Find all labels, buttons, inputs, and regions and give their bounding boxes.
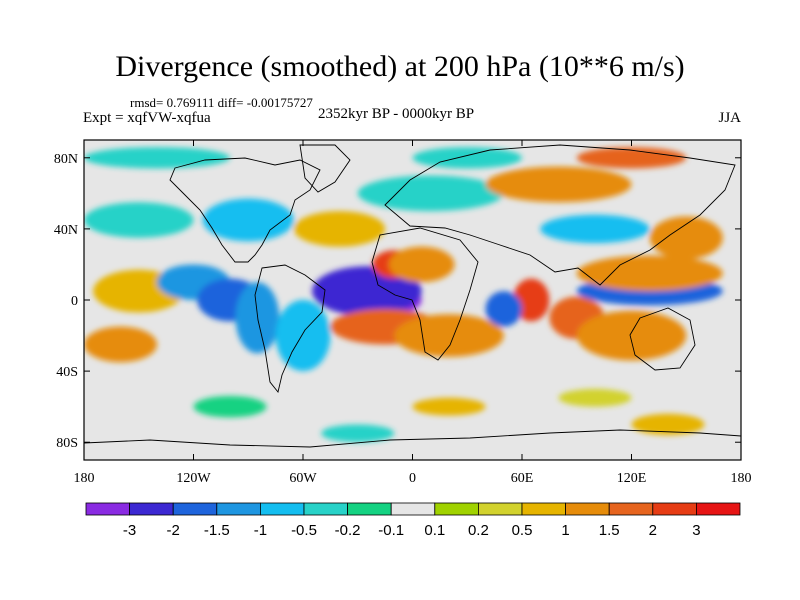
- colorbar-swatch: [347, 502, 392, 516]
- divergence-blob-11: [576, 310, 687, 361]
- x-tick-label: 120W: [176, 471, 211, 486]
- x-tick-label: 180: [731, 471, 752, 486]
- y-tick-label: 80N: [54, 152, 78, 167]
- colorbar-swatch: [565, 502, 610, 516]
- divergence-blob-18: [84, 202, 194, 238]
- divergence-blob-17: [84, 326, 157, 363]
- divergence-blob-5: [394, 314, 504, 357]
- divergence-blob-3: [388, 246, 455, 283]
- divergence-blob-28: [193, 396, 267, 418]
- divergence-blob-31: [321, 424, 395, 443]
- colorbar-label: -3: [123, 522, 136, 539]
- colorbar-label: 0.2: [468, 522, 489, 539]
- period-label: 2352kyr BP - 0000kyr BP: [318, 106, 475, 122]
- divergence-blob-27: [412, 147, 522, 169]
- colorbar-label: 0.1: [424, 522, 445, 539]
- divergence-blob-19: [202, 198, 294, 242]
- colorbar-swatch: [172, 502, 218, 516]
- colorbar-swatch: [303, 502, 348, 516]
- colorbar-label: -0.1: [378, 522, 404, 539]
- divergence-blob-22: [485, 166, 632, 203]
- colorbar-swatch: [652, 502, 697, 516]
- colorbar-swatch: [390, 502, 436, 516]
- divergence-blob-25: [576, 147, 687, 169]
- x-tick-label: 60W: [289, 471, 317, 486]
- colorbar-label: 1: [561, 522, 569, 539]
- colorbar-swatch: [434, 502, 479, 516]
- coastline-africa: [371, 227, 479, 361]
- season-label: JJA: [718, 110, 741, 126]
- colorbar-swatch: [85, 502, 130, 516]
- colorbar-label: 2: [649, 522, 657, 539]
- coastline-australia: [629, 307, 696, 371]
- colorbar-swatch: [216, 502, 261, 516]
- coastline-antarctica: [84, 429, 741, 448]
- colorbar-label: 3: [692, 522, 700, 539]
- coastline-north-america: [169, 157, 321, 263]
- y-tick-label: 40N: [54, 223, 78, 238]
- divergence-blob-6: [512, 278, 550, 322]
- colorbar-swatch: [477, 502, 523, 516]
- x-tick-label: 120E: [617, 471, 647, 486]
- divergence-blob-29: [412, 397, 486, 416]
- coastline-eurasia: [384, 144, 736, 286]
- colorbar-label: -2: [167, 522, 180, 539]
- colorbar-swatch: [521, 502, 566, 516]
- y-tick-label: 40S: [56, 365, 78, 380]
- colorbar-label: -1: [254, 522, 267, 539]
- colorbar-label: 0.5: [512, 522, 533, 539]
- map-title: Divergence (smoothed) at 200 hPa (10**6 …: [115, 50, 685, 83]
- colorbar-label: -1.5: [204, 522, 230, 539]
- x-tick-label: 0: [409, 471, 416, 486]
- divergence-blob-20: [293, 211, 386, 247]
- divergence-blob-26: [84, 147, 230, 169]
- y-axis: 80N 40N 0 40S 80S: [54, 152, 741, 451]
- x-tick-label: 60E: [511, 471, 534, 486]
- y-tick-label: 0: [71, 294, 78, 309]
- divergence-blob-32: [631, 413, 705, 436]
- y-tick-label: 80S: [56, 436, 78, 451]
- coastline-south-america: [254, 264, 326, 394]
- divergence-blob-10: [576, 255, 723, 292]
- colorbar-swatch: [259, 502, 305, 516]
- divergence-blob-1: [312, 266, 422, 316]
- x-axis: 180 120W 60W 0 60E 120E 180: [74, 140, 752, 486]
- divergence-blob-30: [558, 388, 632, 407]
- divergence-blob-7: [485, 291, 522, 327]
- divergence-blob-21: [357, 175, 504, 212]
- coastline-greenland: [299, 144, 351, 193]
- colorbar-label: -0.2: [335, 522, 361, 539]
- colorbar-swatch: [129, 502, 174, 516]
- colorbar-label: 1.5: [599, 522, 620, 539]
- divergence-blob-24: [649, 216, 723, 260]
- x-tick-label: 180: [74, 471, 95, 486]
- colorbar-label: -0.5: [291, 522, 317, 539]
- experiment-label: Expt = xqfVW-xqfua: [83, 110, 211, 126]
- colorbar-swatch: [608, 502, 654, 516]
- colorbar: -3 -2 -1.5 -1 -0.5 -0.2 -0.1 0.1 0.2 0.5 1 1.5 2 3: [85, 502, 741, 539]
- rmsd-stats: rmsd= 0.769111 diff= -0.00175727: [130, 95, 313, 110]
- coastlines: [84, 144, 741, 448]
- colorbar-swatch: [696, 502, 741, 516]
- divergence-blob-23: [540, 214, 650, 244]
